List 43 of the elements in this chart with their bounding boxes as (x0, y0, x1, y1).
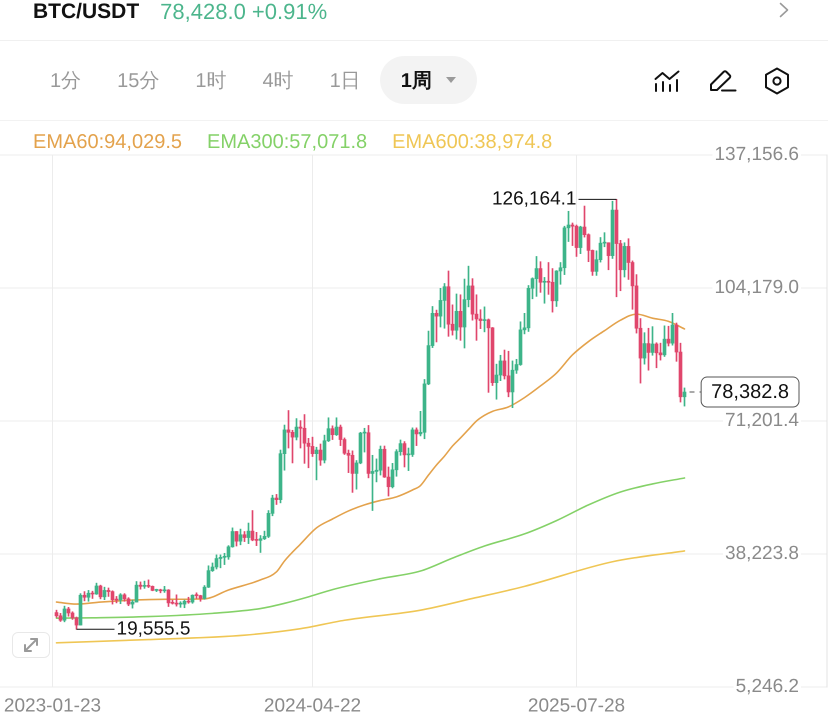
line-series (56, 313, 686, 605)
candlestick (90, 590, 94, 599)
y-tick-label: 38,223.8 (725, 543, 799, 564)
candlestick (486, 318, 490, 393)
annotation: 126,164.1 (492, 188, 576, 210)
candlestick (370, 454, 374, 511)
line-series (56, 477, 686, 620)
candlestick (142, 580, 146, 589)
text: 1时 (195, 68, 226, 94)
text: EMA300:57,071.8 (207, 130, 368, 154)
candlestick (542, 277, 546, 304)
x-tick-label: 2023-01-23 (4, 696, 102, 717)
candlestick (434, 310, 438, 342)
candlestick (314, 446, 318, 480)
x-tick-label: 2024-04-22 (264, 696, 362, 717)
annotation: 19,555.5 (116, 618, 190, 640)
candlestick (666, 326, 670, 346)
y-tick-label: 5,246.2 (736, 676, 799, 698)
candlestick (258, 535, 262, 553)
candlestick (174, 594, 178, 606)
text: 1日 (330, 68, 361, 94)
candlestick (254, 532, 258, 546)
ref-line-label: 78,382.8 (711, 381, 790, 404)
text: EMA600:38,974.8 (392, 130, 552, 154)
text: 1分 (50, 68, 82, 94)
candlestick (646, 328, 650, 371)
candlestick (218, 554, 222, 568)
text: 15分 (117, 68, 160, 94)
chart-title: BTC/USDT (33, 0, 140, 24)
candlestick (194, 592, 198, 599)
x-tick-label: 2025-07-28 (528, 696, 626, 717)
y-tick-label: 104,179.0 (714, 277, 799, 298)
candlestick (482, 306, 486, 332)
line-series (56, 550, 686, 644)
candlestick (146, 580, 150, 588)
text: EMA60:94,029.5 (33, 130, 182, 154)
y-tick-label: 71,201.4 (725, 410, 800, 432)
tab-button: 1周 (380, 56, 477, 104)
chart-subtitle: 78,428.0 +0.91% (160, 0, 328, 25)
y-tick-label: 137,156.6 (714, 144, 799, 166)
candlestick (274, 494, 278, 505)
text: 4时 (262, 68, 294, 94)
candlestick (414, 428, 418, 446)
